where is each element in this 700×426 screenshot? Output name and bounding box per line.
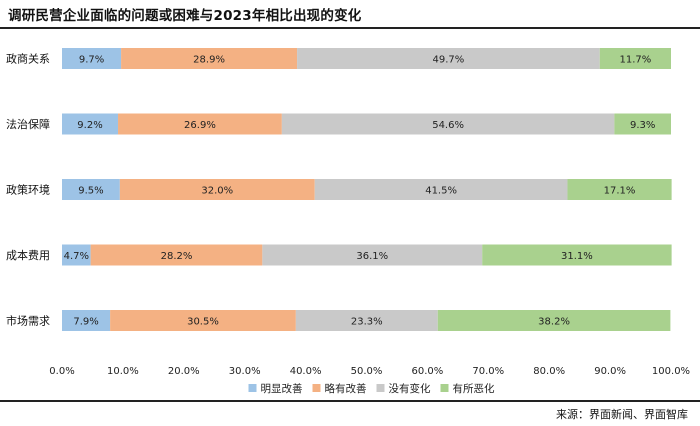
data-label: 41.5% bbox=[425, 186, 457, 197]
x-tick-label: 0.0% bbox=[49, 366, 74, 377]
x-tick-label: 10.0% bbox=[107, 366, 139, 377]
data-label: 23.3% bbox=[351, 317, 383, 328]
data-label: 9.2% bbox=[77, 120, 102, 131]
data-label: 28.2% bbox=[161, 251, 193, 262]
category-label: 成本费用 bbox=[6, 248, 50, 262]
data-label: 9.3% bbox=[630, 120, 655, 131]
category-label: 政策环境 bbox=[6, 183, 50, 197]
bar-segment bbox=[567, 179, 672, 200]
bar-segment bbox=[262, 244, 483, 266]
legend-label: 有所恶化 bbox=[453, 382, 495, 395]
data-label: 38.2% bbox=[538, 317, 570, 328]
bar-group: 9.7% 28.9% 49.7% 11.7% 9.2% 26.9% 54.6% 9.3% 9.5… bbox=[62, 48, 672, 331]
x-tick-label: 30.0% bbox=[229, 366, 261, 377]
bar-segment bbox=[281, 113, 615, 135]
bar-segment bbox=[118, 113, 282, 135]
x-tick-label: 60.0% bbox=[412, 366, 444, 377]
legend-swatch bbox=[312, 384, 321, 392]
x-tick-label: 100.0% bbox=[652, 366, 690, 377]
data-label: 11.7% bbox=[619, 55, 651, 66]
bar-segment bbox=[62, 113, 119, 135]
bar-segment bbox=[62, 179, 120, 200]
legend-label: 没有变化 bbox=[389, 382, 431, 395]
title-divider bbox=[0, 27, 700, 29]
bar-segment bbox=[62, 244, 91, 266]
bar-segment bbox=[62, 310, 111, 331]
bar-segment bbox=[599, 48, 671, 69]
data-label: 28.9% bbox=[193, 55, 225, 66]
bar-segment bbox=[482, 244, 672, 266]
data-label: 31.1% bbox=[561, 251, 593, 262]
bar-segment bbox=[295, 310, 438, 331]
bar-segment bbox=[90, 244, 263, 266]
data-label: 9.5% bbox=[78, 186, 103, 197]
chart-title: 调研民营企业面临的问题或困难与2023年相比出现的变化 bbox=[8, 8, 362, 24]
legend: 明显改善 略有改善 没有变化 有所恶化 bbox=[248, 382, 495, 395]
x-tick-label: 80.0% bbox=[533, 366, 565, 377]
data-label: 9.7% bbox=[79, 55, 104, 66]
legend-label: 明显改善 bbox=[261, 382, 303, 395]
category-label: 市场需求 bbox=[6, 314, 50, 328]
legend-swatch bbox=[248, 384, 257, 392]
x-tick-label: 50.0% bbox=[351, 366, 383, 377]
data-label: 36.1% bbox=[356, 251, 388, 262]
x-tick-label: 90.0% bbox=[594, 366, 626, 377]
bar-segment bbox=[110, 310, 296, 331]
category-label: 法治保障 bbox=[6, 117, 50, 131]
x-tick-label: 40.0% bbox=[290, 366, 322, 377]
bar-segment bbox=[614, 113, 671, 135]
x-axis-ticks: 0.0% 10.0% 20.0% 30.0% 40.0% 50.0% 60.0% 70.0% 8… bbox=[49, 366, 690, 377]
data-label: 32.0% bbox=[201, 186, 233, 197]
bar-segment bbox=[297, 48, 600, 69]
x-tick-label: 70.0% bbox=[472, 366, 504, 377]
bar-segment bbox=[121, 48, 298, 69]
data-label: 26.9% bbox=[184, 120, 216, 131]
data-label: 7.9% bbox=[73, 317, 98, 328]
footer-divider bbox=[0, 400, 700, 402]
data-label: 49.7% bbox=[433, 55, 465, 66]
category-label: 政商关系 bbox=[6, 52, 50, 66]
stacked-bar-chart: 9.7% 28.9% 49.7% 11.7% 9.2% 26.9% 54.6% 9.3% 9.5… bbox=[6, 48, 690, 395]
source-note: 来源：界面新闻、界面智库 bbox=[556, 408, 688, 421]
data-label: 30.5% bbox=[187, 317, 219, 328]
bar-segment bbox=[119, 179, 315, 200]
data-label: 4.7% bbox=[64, 251, 89, 262]
bar-segment bbox=[437, 310, 671, 331]
legend-label: 略有改善 bbox=[325, 382, 367, 395]
bar-segment bbox=[62, 48, 122, 69]
data-label: 17.1% bbox=[604, 186, 636, 197]
bar-segment bbox=[314, 179, 568, 200]
x-tick-label: 20.0% bbox=[168, 366, 200, 377]
data-label: 54.6% bbox=[432, 120, 464, 131]
legend-swatch bbox=[440, 384, 449, 392]
legend-swatch bbox=[376, 384, 385, 392]
